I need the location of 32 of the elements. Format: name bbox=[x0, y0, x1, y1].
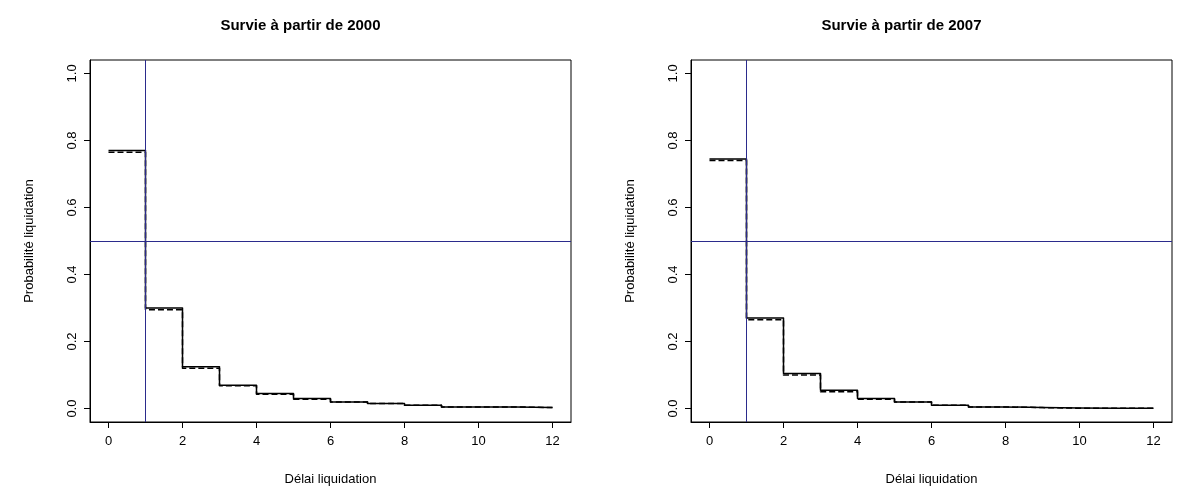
x-tick-label: 4 bbox=[252, 433, 261, 448]
y-tick-label: 0.6 bbox=[665, 198, 680, 217]
x-tick-label: 10 bbox=[1072, 433, 1087, 448]
y-axis-title: Probabilité liquidation bbox=[622, 179, 637, 303]
x-tick-label: 8 bbox=[1001, 433, 1010, 448]
y-tick-label: 0.8 bbox=[665, 131, 680, 150]
y-tick-label: 0.4 bbox=[64, 265, 79, 284]
y-tick-label: 1.0 bbox=[64, 64, 79, 83]
y-tick-label: 0.4 bbox=[665, 265, 680, 284]
x-axis-title: Délai liquidation bbox=[885, 471, 978, 486]
x-tick-label: 12 bbox=[1146, 433, 1161, 448]
x-tick-label: 0 bbox=[705, 433, 714, 448]
chart-title: Survie à partir de 2000 bbox=[220, 16, 381, 33]
x-tick-label: 4 bbox=[853, 433, 862, 448]
x-tick-label: 6 bbox=[927, 433, 936, 448]
x-tick-label: 10 bbox=[471, 433, 486, 448]
y-tick-label: 0.0 bbox=[64, 399, 79, 418]
x-tick-label: 8 bbox=[400, 433, 409, 448]
y-tick-label: 0.2 bbox=[64, 332, 79, 351]
y-tick-label: 1.0 bbox=[665, 64, 680, 83]
y-tick-label: 0.0 bbox=[665, 399, 680, 418]
x-tick-label: 12 bbox=[545, 433, 560, 448]
x-tick-label: 6 bbox=[326, 433, 335, 448]
chart-title: Survie à partir de 2007 bbox=[821, 16, 982, 33]
x-tick-label: 0 bbox=[104, 433, 113, 448]
y-tick-label: 0.6 bbox=[64, 198, 79, 217]
y-tick-label: 0.2 bbox=[665, 332, 680, 351]
x-tick-label: 2 bbox=[178, 433, 187, 448]
x-axis-title: Délai liquidation bbox=[284, 471, 377, 486]
x-tick-label: 2 bbox=[779, 433, 788, 448]
y-tick-label: 0.8 bbox=[64, 131, 79, 150]
y-axis-title: Probabilité liquidation bbox=[21, 179, 36, 303]
